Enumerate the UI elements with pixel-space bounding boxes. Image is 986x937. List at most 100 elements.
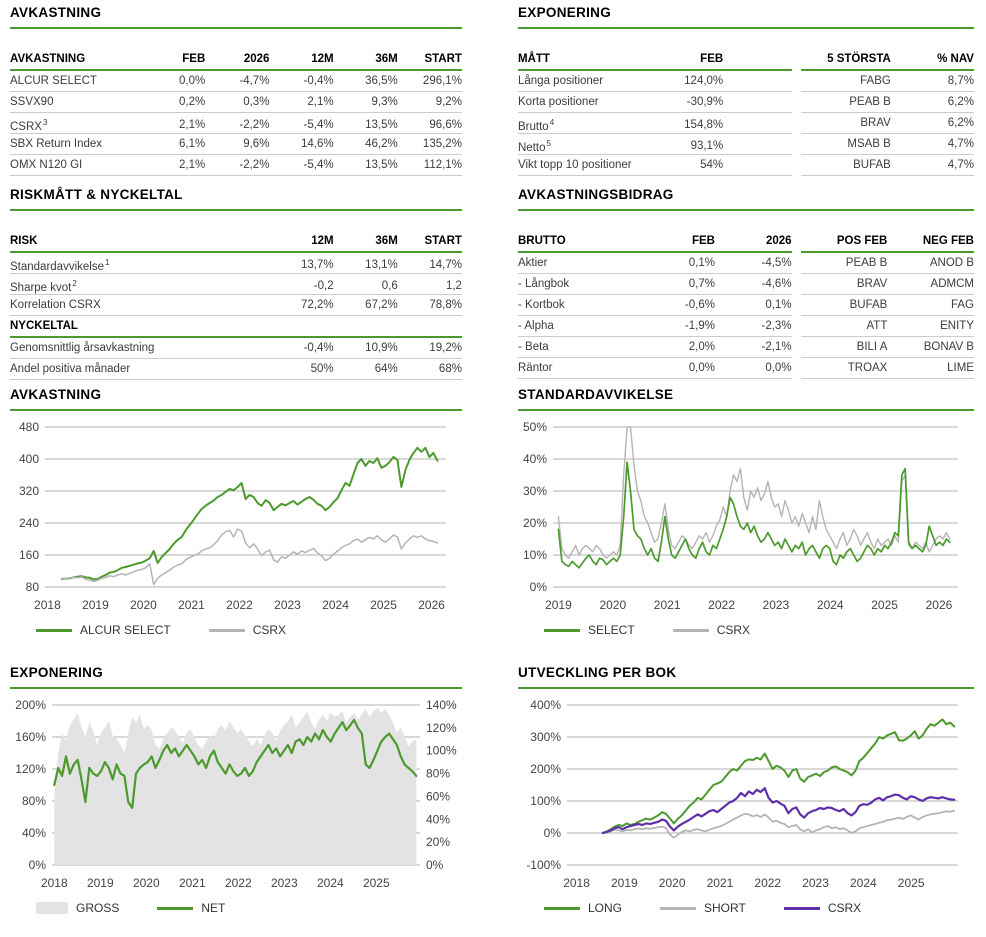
svg-text:10%: 10% bbox=[523, 548, 547, 562]
legend-item: NET bbox=[157, 901, 225, 915]
legend-label: GROSS bbox=[76, 901, 120, 915]
cell-label: NYCKELTAL bbox=[10, 320, 78, 332]
cell-label: - Långbok bbox=[518, 278, 570, 290]
exposure-area-chart: 200% 160% 120% 80% 40% 0% 140% 120% 100% 80% 60% 40… bbox=[15, 698, 457, 890]
table-row: - Kortbok -0,6% 0,1% bbox=[518, 295, 792, 316]
svg-text:2021: 2021 bbox=[707, 876, 734, 890]
cell-value: 64% bbox=[374, 363, 398, 375]
chart-section-exposure: EXPONERING 200% 160% 120% 80% 40% 0% 140% 120% 1… bbox=[10, 664, 462, 915]
table-row: PEAB B 6,2% bbox=[800, 92, 974, 113]
table-row: SBX Return Index 6,1% 9,6% 14,6% 46,2% 135,2% bbox=[10, 134, 462, 155]
section-rule bbox=[518, 209, 974, 211]
table-row: Brutto4 154,8% bbox=[518, 113, 792, 134]
cell-value: -1,9% bbox=[684, 320, 715, 332]
table-row: Räntor 0,0% 0,0% bbox=[518, 358, 792, 379]
table-header-row: 5 STÖRSTA % NAV bbox=[800, 49, 974, 71]
stdev-line-chart: 50% 40% 30% 20% 10% 0% 2019 2020 2021 2022 2023 202… bbox=[523, 420, 958, 612]
svg-text:2022: 2022 bbox=[708, 598, 735, 612]
cell-value: -4,6% bbox=[761, 278, 792, 290]
column-header: 12M bbox=[311, 235, 334, 247]
cell-value: -4,7% bbox=[239, 75, 270, 87]
cell-label: Netto5 bbox=[518, 139, 551, 154]
cell-label: SBX Return Index bbox=[10, 138, 103, 150]
cell-value: TROAX bbox=[847, 362, 888, 374]
section-rule bbox=[518, 409, 974, 411]
column-header: 2026 bbox=[243, 53, 270, 65]
cell-value: 6,2% bbox=[947, 96, 974, 108]
table-header-row: BRUTTO FEB 2026 bbox=[518, 231, 792, 253]
cell-label: Andel positiva månader bbox=[10, 363, 131, 375]
table-row: BUFAB FAG bbox=[800, 295, 974, 316]
table-row: Långa positioner 124,0% bbox=[518, 71, 792, 92]
returns-line-chart: 480 400 320 240 160 80 2018 2019 2020 2021 2022 202… bbox=[19, 420, 446, 612]
cell-value: 9,6% bbox=[243, 138, 270, 150]
cell-label: CSRX3 bbox=[10, 118, 48, 133]
legend-item: LONG bbox=[544, 901, 622, 915]
table-row: Sharpe kvot2 -0,2 0,6 1,2 bbox=[10, 274, 462, 295]
legend-item: ALCUR SELECT bbox=[36, 623, 171, 637]
section-rule bbox=[518, 687, 974, 689]
cell-label: ALCUR SELECT bbox=[10, 75, 97, 87]
cell-value: 13,7% bbox=[301, 258, 334, 271]
svg-text:2019: 2019 bbox=[611, 876, 638, 890]
cell-value: 36,5% bbox=[365, 75, 398, 87]
legend-swatch bbox=[660, 906, 697, 910]
table-row: - Långbok 0,7% -4,6% bbox=[518, 274, 792, 295]
contribution-table: BRUTTO FEB 2026 Aktier 0,1% -4,5% - Långbok 0,7… bbox=[518, 231, 792, 379]
cell-value: PEAB B bbox=[845, 257, 888, 269]
section-rule bbox=[10, 27, 462, 29]
svg-text:2025: 2025 bbox=[363, 876, 390, 890]
svg-text:2023: 2023 bbox=[271, 876, 298, 890]
chart-title-books: UTVECKLING PER BOK bbox=[518, 665, 677, 680]
svg-text:2023: 2023 bbox=[763, 598, 790, 612]
svg-text:2023: 2023 bbox=[274, 598, 301, 612]
chart-section-returns: AVKASTNING 480 400 320 240 160 80 2018 2019 2020… bbox=[10, 386, 462, 637]
cell-value: 46,2% bbox=[365, 138, 398, 150]
cell-value: 0,3% bbox=[243, 96, 270, 108]
legend-swatch bbox=[157, 906, 194, 910]
cell-value: 2,1% bbox=[307, 96, 334, 108]
cell-value: 96,6% bbox=[429, 118, 462, 131]
table-row: - Alpha -1,9% -2,3% bbox=[518, 316, 792, 337]
cell-value: BUFAB bbox=[849, 299, 888, 311]
svg-text:80: 80 bbox=[26, 580, 40, 594]
svg-text:100%: 100% bbox=[426, 744, 457, 758]
chart-section-books: UTVECKLING PER BOK 400% 300% 200% 100% 0% -10… bbox=[518, 664, 974, 915]
svg-text:100%: 100% bbox=[530, 794, 561, 808]
cell-value: 9,3% bbox=[371, 96, 398, 108]
section-title-contribution: AVKASTNINGSBIDRAG bbox=[518, 187, 674, 202]
top-holdings-table: 5 STÖRSTA % NAV FABG 8,7% PEAB B 6,2% BRAV 6,2%… bbox=[800, 49, 974, 176]
table-row: Andel positiva månader 50% 64% 68% bbox=[10, 359, 462, 380]
legend-swatch bbox=[544, 906, 580, 910]
returns-chart-legend: ALCUR SELECT CSRX bbox=[10, 623, 462, 637]
legend-label: SELECT bbox=[588, 623, 635, 637]
pos-neg-table: POS FEB NEG FEB PEAB B ANOD B BRAV ADMCM BUFAB… bbox=[800, 231, 974, 379]
cell-value: 0,6 bbox=[381, 279, 398, 292]
cell-label: Korta positioner bbox=[518, 96, 599, 108]
svg-text:0%: 0% bbox=[544, 826, 562, 840]
svg-text:2020: 2020 bbox=[599, 598, 626, 612]
svg-text:160: 160 bbox=[19, 548, 39, 562]
svg-text:40%: 40% bbox=[22, 826, 46, 840]
svg-text:2026: 2026 bbox=[418, 598, 445, 612]
cell-label: SSVX90 bbox=[10, 96, 54, 108]
svg-text:120%: 120% bbox=[15, 762, 46, 776]
legend-item: CSRX bbox=[672, 623, 750, 637]
table-row: ALCUR SELECT 0,0% -4,7% -0,4% 36,5% 296,1% bbox=[10, 71, 462, 92]
svg-text:80%: 80% bbox=[426, 767, 450, 781]
cell-value: 8,7% bbox=[947, 75, 974, 87]
section-rule bbox=[10, 687, 462, 689]
svg-text:2021: 2021 bbox=[178, 598, 205, 612]
column-header: FEB bbox=[700, 53, 724, 65]
column-header: NEG FEB bbox=[922, 235, 974, 247]
cell-label: Aktier bbox=[518, 257, 548, 269]
svg-text:2020: 2020 bbox=[659, 876, 686, 890]
cell-value: 2,1% bbox=[179, 159, 206, 171]
cell-value: 0,7% bbox=[688, 278, 715, 290]
cell-value: 112,1% bbox=[423, 159, 462, 171]
table-row: - Beta 2,0% -2,1% bbox=[518, 337, 792, 358]
svg-text:2018: 2018 bbox=[563, 876, 590, 890]
svg-text:2021: 2021 bbox=[179, 876, 206, 890]
svg-text:200%: 200% bbox=[530, 762, 561, 776]
svg-text:2019: 2019 bbox=[87, 876, 114, 890]
